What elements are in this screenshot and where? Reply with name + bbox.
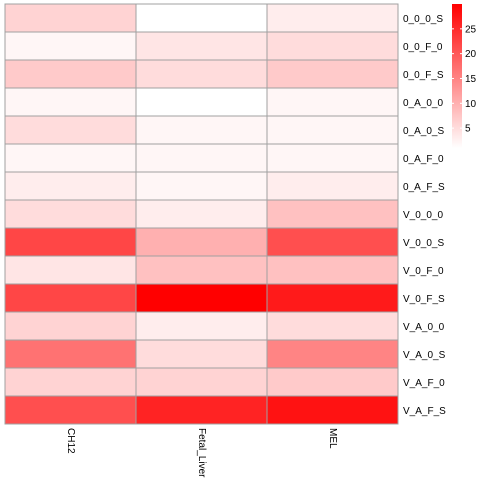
column-label-CH12: CH12 bbox=[65, 428, 76, 454]
heatmap-cell-0_A_F_S-CH12 bbox=[4, 171, 137, 201]
legend-tick-label-15: 15 bbox=[465, 74, 477, 85]
heatmap-cell-0_A_F_0-CH12 bbox=[4, 143, 137, 173]
heatmap-cell-0_0_F_S-CH12 bbox=[4, 59, 137, 89]
heatmap-cell-V_A_0_0-CH12 bbox=[4, 311, 137, 341]
heatmap-cell-V_0_F_S-Fetal_Liver bbox=[135, 283, 268, 313]
heatmap-cell-V_A_0_0-Fetal_Liver bbox=[135, 311, 268, 341]
row-label-V_A_0_S: V_A_0_S bbox=[403, 350, 446, 361]
heatmap-cell-V_0_0_0-Fetal_Liver bbox=[135, 199, 268, 229]
row-label-V_0_0_S: V_0_0_S bbox=[403, 238, 444, 249]
heatmap-cell-V_0_F_0-Fetal_Liver bbox=[135, 255, 268, 285]
heatmap-cell-V_A_F_0-CH12 bbox=[4, 367, 137, 397]
legend-tick-label-25: 25 bbox=[465, 24, 477, 35]
heatmap-cell-0_A_0_S-MEL bbox=[266, 115, 399, 145]
heatmap-cell-V_0_F_0-MEL bbox=[266, 255, 399, 285]
heatmap-cell-0_A_F_0-Fetal_Liver bbox=[135, 143, 268, 173]
column-label-MEL: MEL bbox=[327, 428, 338, 449]
heatmap-cell-V_0_0_0-CH12 bbox=[4, 199, 137, 229]
heatmap-cell-0_A_F_S-Fetal_Liver bbox=[135, 171, 268, 201]
row-label-V_A_0_0: V_A_0_0 bbox=[403, 322, 445, 333]
heatmap-cell-V_A_0_S-MEL bbox=[266, 339, 399, 369]
heatmap-cell-0_A_0_0-CH12 bbox=[4, 87, 137, 117]
heatmap-cell-V_0_0_S-Fetal_Liver bbox=[135, 227, 268, 257]
heatmap-cell-V_0_0_S-MEL bbox=[266, 227, 399, 257]
heatmap-cell-V_A_F_S-MEL bbox=[266, 395, 399, 425]
heatmap-cell-V_A_0_0-MEL bbox=[266, 311, 399, 341]
row-label-V_A_F_0: V_A_F_0 bbox=[403, 378, 445, 389]
heatmap-cell-0_0_0_S-Fetal_Liver bbox=[135, 3, 268, 33]
heatmap-cell-V_A_F_S-CH12 bbox=[4, 395, 137, 425]
legend-tick-label-10: 10 bbox=[465, 99, 477, 110]
heatmap-cell-V_0_F_0-CH12 bbox=[4, 255, 137, 285]
heatmap-cell-0_0_F_0-MEL bbox=[266, 31, 399, 61]
heatmap-cell-V_0_0_0-MEL bbox=[266, 199, 399, 229]
legend-color-bar bbox=[452, 4, 462, 148]
heatmap-cell-0_0_F_0-CH12 bbox=[4, 31, 137, 61]
heatmap-cell-V_A_0_S-CH12 bbox=[4, 339, 137, 369]
heatmap-cell-V_A_F_0-MEL bbox=[266, 367, 399, 397]
column-label-Fetal_Liver: Fetal_Liver bbox=[196, 428, 207, 478]
legend-tick-label-5: 5 bbox=[465, 124, 471, 135]
color-legend: 5 10 15 20 25 bbox=[452, 4, 477, 148]
row-label-V_0_F_0: V_0_F_0 bbox=[403, 266, 444, 277]
heatmap-cell-V_0_F_S-CH12 bbox=[4, 283, 137, 313]
row-label-0_0_F_S: 0_0_F_S bbox=[403, 70, 444, 81]
heatmap-cell-0_A_F_0-MEL bbox=[266, 143, 399, 173]
heatmap-cell-0_A_0_0-Fetal_Liver bbox=[135, 87, 268, 117]
legend-ticks: 5 10 15 20 25 bbox=[452, 24, 477, 135]
heatmap-cell-0_A_F_S-MEL bbox=[266, 171, 399, 201]
row-label-0_0_F_0: 0_0_F_0 bbox=[403, 42, 443, 53]
row-label-0_A_F_S: 0_A_F_S bbox=[403, 182, 445, 193]
heatmap-cell-0_0_0_S-MEL bbox=[266, 3, 399, 33]
row-label-0_A_0_S: 0_A_0_S bbox=[403, 126, 444, 137]
heatmap-cell-0_0_F_0-Fetal_Liver bbox=[135, 31, 268, 61]
heatmap-cells bbox=[4, 3, 399, 425]
heatmap-cell-0_A_0_S-CH12 bbox=[4, 115, 137, 145]
heatmap-cell-V_0_0_S-CH12 bbox=[4, 227, 137, 257]
row-labels: 0_0_0_S 0_0_F_0 0_0_F_S 0_A_0_0 0_A_0_S 0_A_F… bbox=[403, 14, 446, 417]
row-label-V_A_F_S: V_A_F_S bbox=[403, 406, 446, 417]
heatmap-cell-V_A_0_S-Fetal_Liver bbox=[135, 339, 268, 369]
row-label-0_A_F_0: 0_A_F_0 bbox=[403, 154, 444, 165]
row-label-0_A_0_0: 0_A_0_0 bbox=[403, 98, 443, 109]
heatmap-cell-V_A_F_0-Fetal_Liver bbox=[135, 367, 268, 397]
heatmap-cell-0_0_F_S-MEL bbox=[266, 59, 399, 89]
row-label-0_0_0_S: 0_0_0_S bbox=[403, 14, 443, 25]
heatmap-cell-0_0_F_S-Fetal_Liver bbox=[135, 59, 268, 89]
heatmap-cell-V_0_F_S-MEL bbox=[266, 283, 399, 313]
row-label-V_0_0_0: V_0_0_0 bbox=[403, 210, 443, 221]
row-label-V_0_F_S: V_0_F_S bbox=[403, 294, 445, 305]
column-labels: CH12 Fetal_Liver MEL bbox=[65, 428, 338, 478]
legend-tick-label-20: 20 bbox=[465, 49, 477, 60]
heatmap-cell-V_A_F_S-Fetal_Liver bbox=[135, 395, 268, 425]
heatmap-cell-0_0_0_S-CH12 bbox=[4, 3, 137, 33]
heatmap-cell-0_A_0_0-MEL bbox=[266, 87, 399, 117]
heatmap-cell-0_A_0_S-Fetal_Liver bbox=[135, 115, 268, 145]
